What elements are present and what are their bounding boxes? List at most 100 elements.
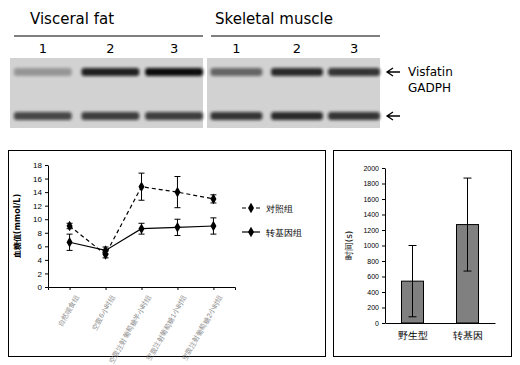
y-tick: 600 — [367, 273, 385, 280]
plot-area — [67, 173, 217, 260]
figure: Visceral fat123Skeletal muscle123Visfati… — [0, 0, 520, 365]
series-line — [70, 187, 214, 255]
x-tick: 空腹注射葡萄糖半小时组 — [107, 287, 152, 364]
y-tick: 18 — [33, 161, 48, 170]
y-axis-line — [385, 169, 386, 324]
y-tick-label: 1600 — [363, 196, 379, 203]
y-axis: 0200400600800100012001400160018002000 — [363, 165, 385, 327]
y-tick-label: 600 — [367, 273, 379, 280]
y-axis-line — [48, 166, 49, 288]
x-axis-line — [49, 288, 236, 291]
y-tick: 2 — [38, 270, 48, 279]
y-tick: 12 — [33, 202, 48, 211]
lane-label: 1 — [232, 41, 240, 56]
marker — [210, 221, 216, 232]
x-tick-label: 空腹6小时组 — [90, 294, 116, 331]
legend-label: 转基因组 — [266, 228, 302, 238]
band — [81, 68, 139, 76]
marker — [102, 245, 108, 256]
y-tick-label: 0 — [38, 283, 43, 292]
band — [14, 68, 72, 76]
legend-label: 对照组 — [266, 204, 293, 214]
legend-marker — [248, 203, 254, 214]
y-tick-mark — [382, 199, 385, 200]
arrow — [387, 112, 400, 120]
y-tick-mark — [382, 246, 385, 247]
x-axis: 野生型转基因 — [386, 323, 496, 341]
y-tick-mark — [45, 219, 48, 220]
x-tick-label: 空腹注射葡萄糖半小时组 — [107, 294, 152, 364]
y-tick-mark — [45, 179, 48, 180]
y-tick-label: 400 — [367, 289, 379, 296]
lane-label: 2 — [293, 41, 301, 56]
y-axis-title: 血糖值(mmol/L) — [13, 194, 22, 259]
band — [328, 112, 380, 120]
x-tick-label: 野生型 — [398, 330, 428, 341]
legend: 对照组转基因组 — [242, 203, 302, 238]
x-tick-label: 空腹注射葡萄糖2小时组 — [181, 294, 224, 362]
y-tick: 6 — [38, 242, 48, 251]
marker — [210, 194, 216, 205]
y-tick-mark — [382, 215, 385, 216]
y-tick-mark — [45, 233, 48, 234]
band-label: GADPH — [408, 81, 451, 95]
y-tick-label: 6 — [38, 242, 43, 251]
y-tick-mark — [45, 206, 48, 207]
y-tick-label: 16 — [33, 175, 42, 184]
error-bar — [139, 173, 145, 200]
lane-label: 2 — [106, 41, 114, 56]
y-tick-label: 12 — [33, 202, 42, 211]
panel-title: Visceral fat — [30, 10, 114, 28]
band — [271, 112, 323, 120]
y-tick-label: 200 — [367, 304, 379, 311]
series — [67, 218, 217, 256]
panel-underline — [14, 36, 203, 37]
x-tick-mark — [213, 287, 214, 290]
blot-background — [207, 58, 380, 128]
x-tick-mark — [70, 287, 71, 290]
y-tick: 1000 — [363, 242, 385, 249]
blot-background — [10, 58, 203, 128]
y-tick: 0 — [375, 320, 385, 327]
marker — [67, 237, 73, 248]
y-tick-label: 18 — [33, 161, 42, 170]
y-tick-mark — [382, 292, 385, 293]
y-tick-label: 800 — [367, 258, 379, 265]
x-tick: 野生型 — [398, 323, 428, 341]
y-tick: 14 — [33, 188, 48, 197]
y-axis-title: 时间(s) — [344, 231, 354, 261]
marker — [174, 187, 180, 198]
legend-marker — [248, 227, 254, 238]
y-tick-label: 1400 — [363, 211, 379, 218]
band-label: Visfatin — [408, 65, 453, 79]
lane-label: 3 — [350, 41, 358, 56]
y-tick: 200 — [367, 304, 385, 311]
y-tick: 8 — [38, 229, 48, 238]
y-tick-mark — [382, 230, 385, 231]
band — [271, 68, 323, 76]
panel-title: Skeletal muscle — [215, 10, 333, 28]
error-bar — [210, 218, 216, 234]
y-tick: 16 — [33, 175, 48, 184]
x-tick-mark — [106, 287, 107, 290]
band — [210, 68, 262, 76]
y-tick: 1200 — [363, 227, 385, 234]
y-tick: 1400 — [363, 211, 385, 218]
y-tick-label: 14 — [33, 188, 42, 197]
western-blot: Visceral fat123Skeletal muscle123Visfati… — [10, 10, 453, 128]
y-tick-mark — [382, 308, 385, 309]
y-tick-mark — [382, 184, 385, 185]
y-tick-mark — [382, 323, 385, 324]
y-tick-mark — [382, 168, 385, 169]
y-tick-label: 1800 — [363, 180, 379, 187]
y-axis: 024681012141618 — [33, 161, 48, 292]
y-tick-label: 2 — [38, 270, 43, 279]
lane-label: 1 — [39, 41, 47, 56]
y-tick-label: 1000 — [363, 242, 379, 249]
y-tick-mark — [45, 273, 48, 274]
y-tick-mark — [382, 261, 385, 262]
band — [145, 68, 203, 76]
marker — [174, 222, 180, 233]
marker — [67, 221, 73, 232]
error-bar — [174, 219, 180, 235]
